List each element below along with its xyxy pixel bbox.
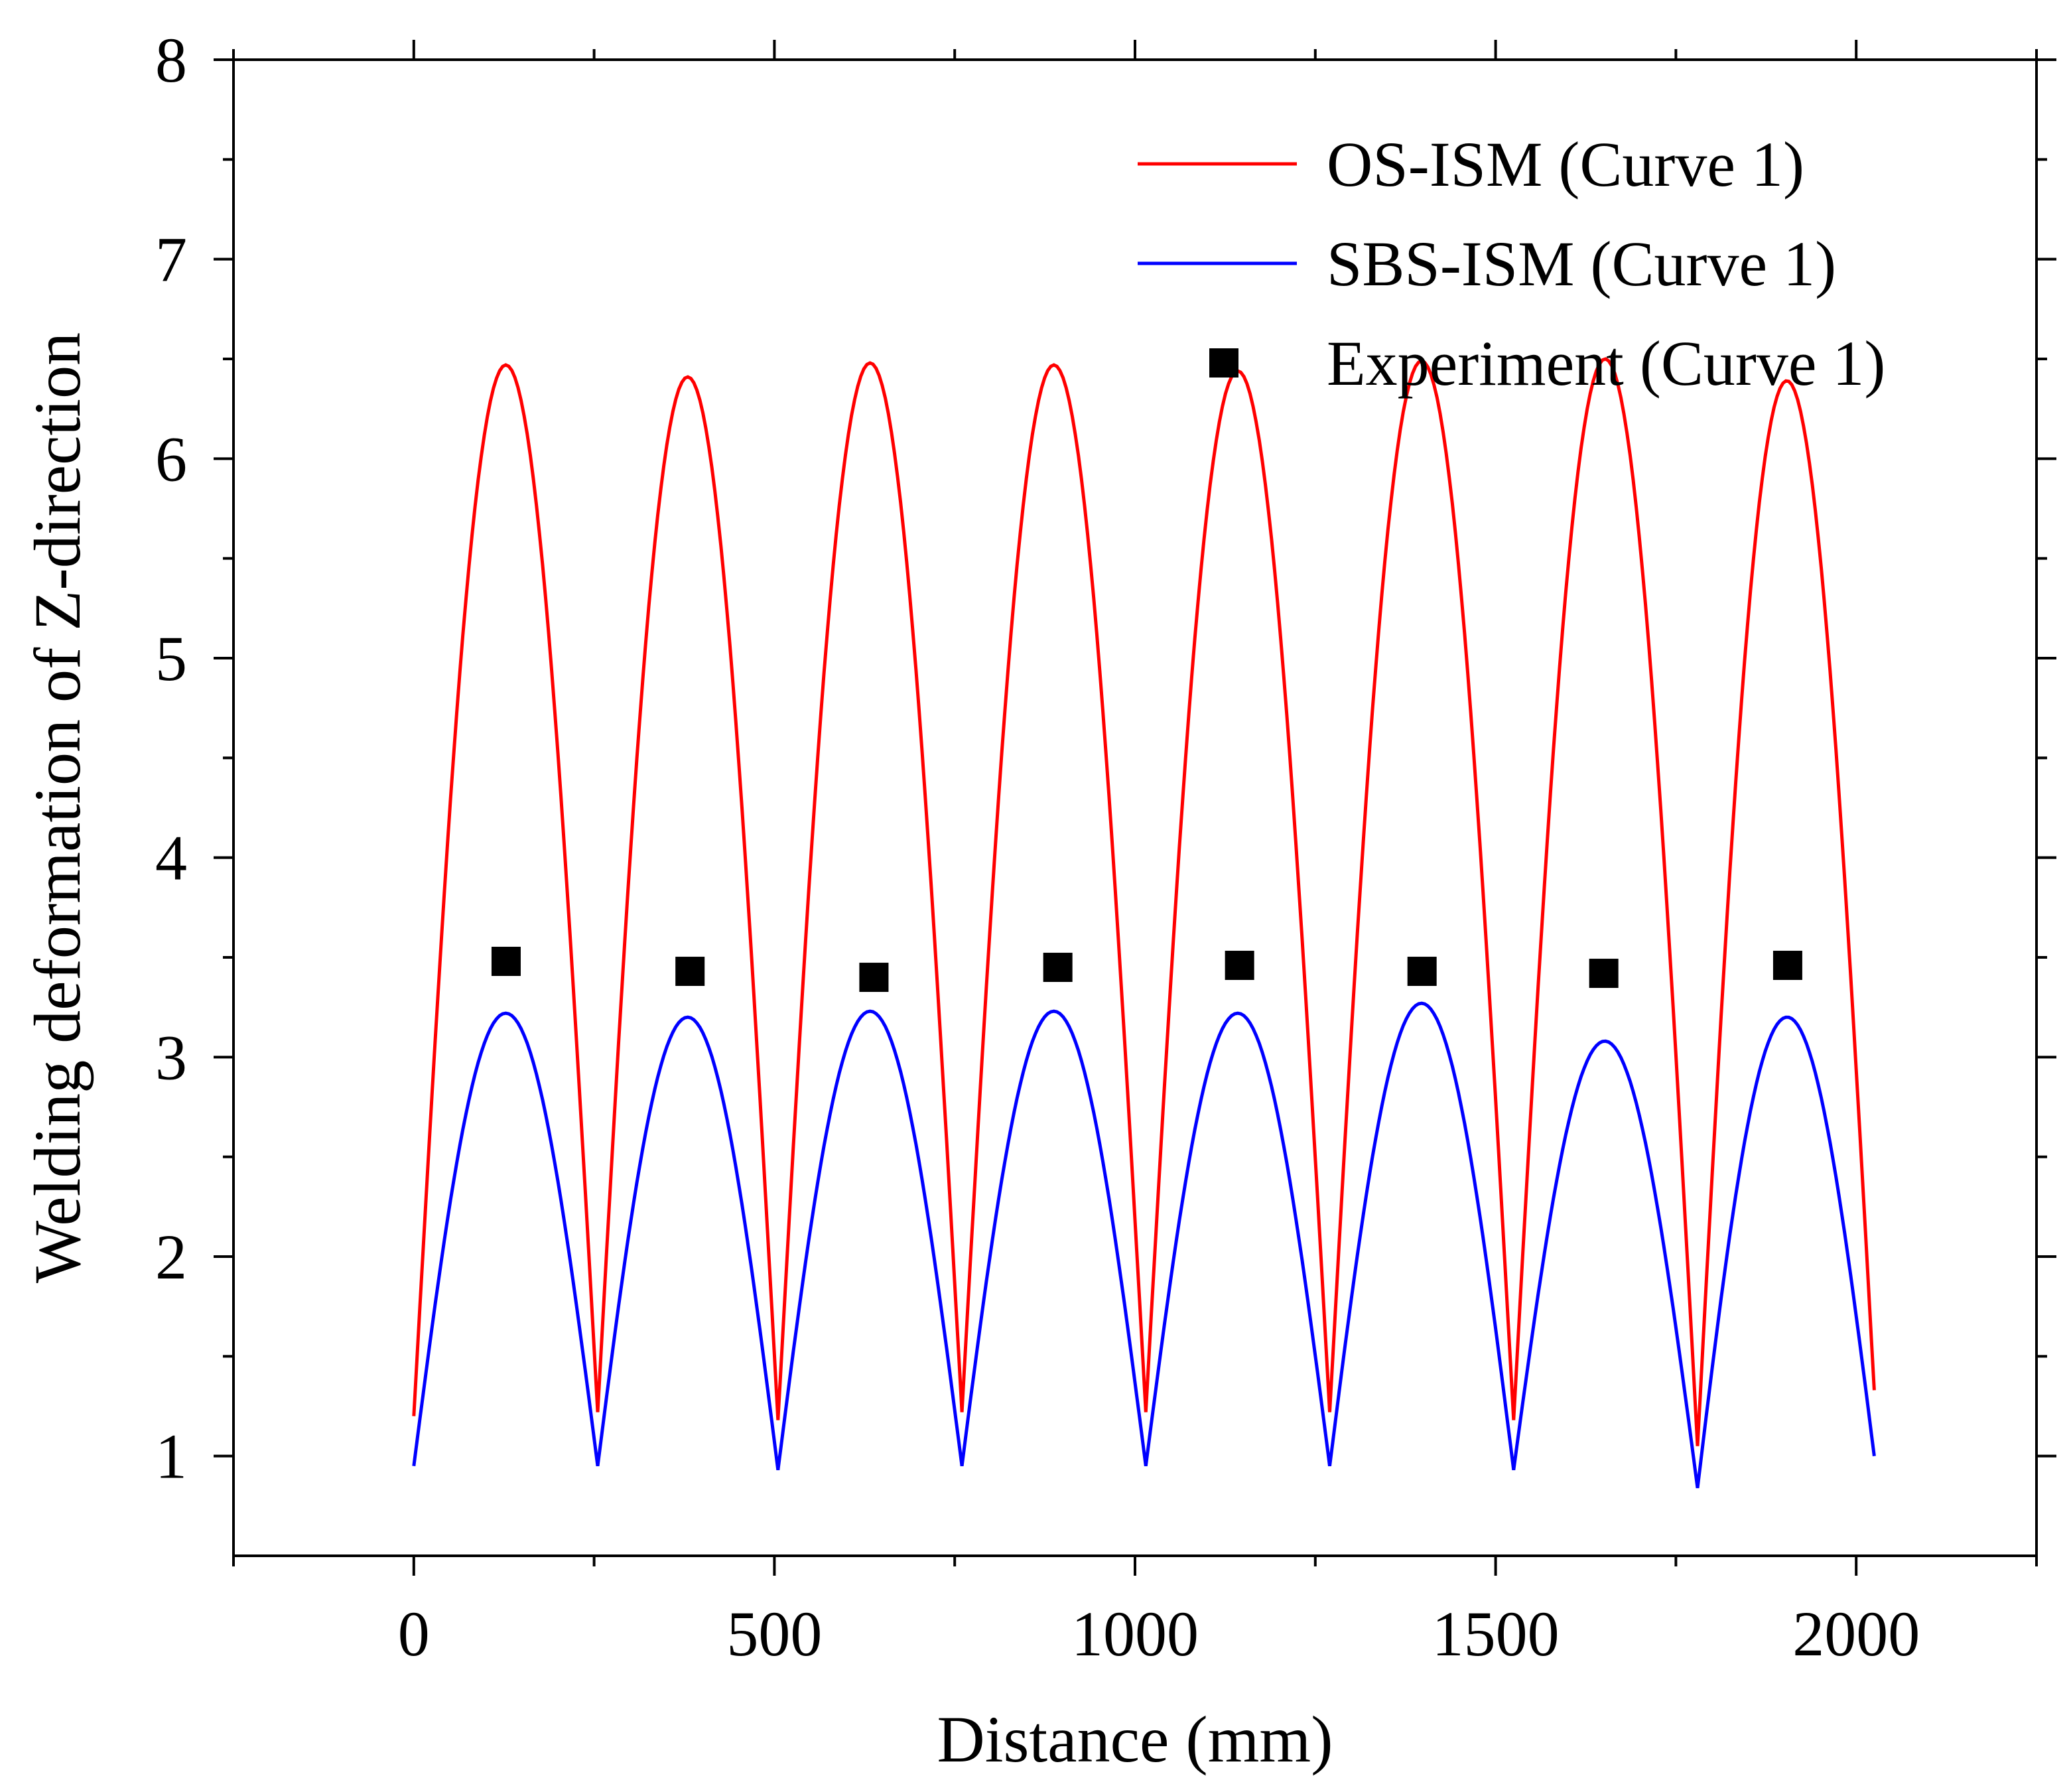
x-axis-ticks: 0 500 1000 1500 2000 [232,40,2038,1669]
experiment-point [1407,957,1437,987]
y-tick-label: 6 [155,423,187,494]
experiment-point [1772,951,1802,981]
experiment-point [675,957,705,987]
legend-label: SBS-ISM (Curve 1) [1327,228,1836,299]
y-tick-label: 3 [155,1022,187,1093]
legend-label: Experiment (Curve 1) [1327,328,1885,399]
series-lines [412,357,1876,1489]
experiment-point [1589,959,1619,989]
x-tick-label: 1000 [1071,1598,1199,1669]
y-tick-label: 2 [155,1221,187,1292]
experiment-point [1043,953,1073,983]
experiment-markers [491,947,1802,993]
legend-swatch-square [1209,348,1238,378]
series-line-sbs-ism [412,1001,1876,1489]
y-tick-label: 1 [155,1421,187,1492]
experiment-point [859,963,889,993]
legend-label: OS-ISM (Curve 1) [1327,129,1804,200]
y-axis-label: Welding deformation of Z-direction [21,332,94,1283]
y-axis-ticks: 1 2 3 4 5 6 7 8 [155,25,2056,1492]
x-tick-label: 0 [398,1598,430,1669]
legend: OS-ISM (Curve 1) SBS-ISM (Curve 1) Experim… [1138,129,1885,399]
x-tick-label: 500 [726,1598,822,1669]
x-tick-label: 2000 [1792,1598,1920,1669]
y-tick-label: 7 [155,224,187,295]
x-axis-label: Distance (mm) [937,1702,1333,1776]
series-line-os-ism [412,357,1876,1446]
experiment-point [1225,951,1254,981]
y-tick-label: 8 [155,25,187,96]
y-tick-label: 4 [155,823,187,894]
experiment-point [491,947,521,977]
y-tick-label: 5 [155,623,187,694]
x-tick-label: 1500 [1432,1598,1560,1669]
